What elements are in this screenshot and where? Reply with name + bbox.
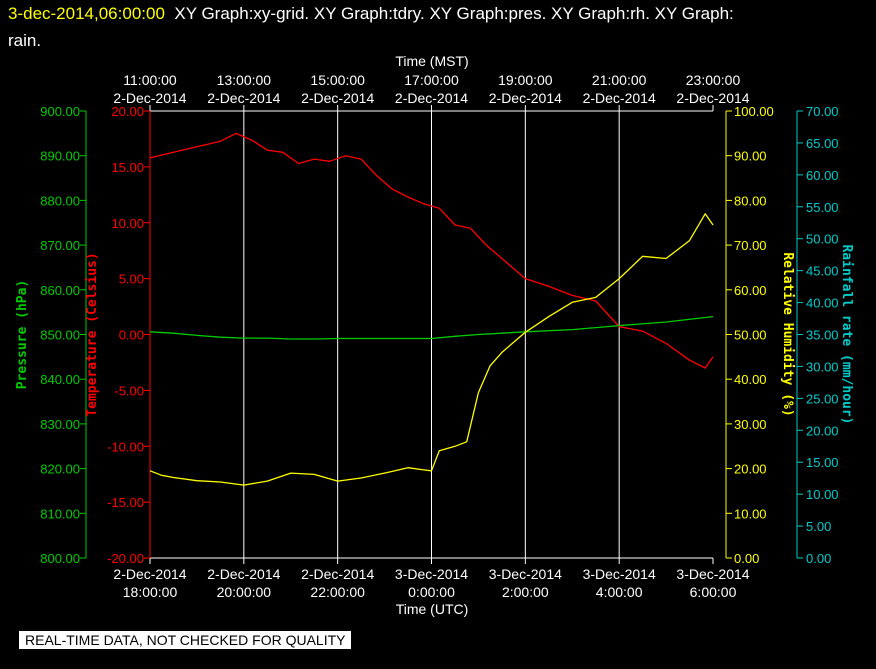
temperature-tick-label: 10.00 (111, 216, 144, 231)
humidity-series-line (149, 213, 714, 486)
top-axis-title: Time (MST) (395, 53, 468, 69)
top-tick-date: 2-Dec-2014 (301, 90, 374, 106)
humidity-tick-label: 90.00 (734, 149, 767, 164)
temperature-tick-label: 0.00 (119, 328, 144, 343)
temperature-tick-label: -5.00 (114, 383, 144, 398)
humidity-tick-label: 70.00 (734, 238, 767, 253)
temperature-tick-label: 20.00 (111, 104, 144, 119)
humidity-tick-label: 30.00 (734, 417, 767, 432)
pressure-tick-label: 830.00 (40, 417, 80, 432)
bottom-tick-time: 4:00:00 (596, 584, 643, 600)
pressure-tick-label: 850.00 (40, 328, 80, 343)
pressure-series-line (149, 315, 714, 340)
rainfall-tick-label: 45.00 (806, 264, 839, 279)
pressure-tick-label: 890.00 (40, 149, 80, 164)
bottom-tick-time: 22:00:00 (310, 584, 365, 600)
bottom-tick-time: 18:00:00 (123, 584, 178, 600)
bottom-tick-date: 2-Dec-2014 (207, 566, 280, 582)
rainfall-tick-label: 30.00 (806, 359, 839, 374)
graph-title-line-1: 3-dec-2014,06:00:00 XY Graph:xy-grid. XY… (8, 4, 734, 24)
pressure-tick-label: 900.00 (40, 104, 80, 119)
bottom-tick-date: 2-Dec-2014 (113, 566, 186, 582)
bottom-tick-time: 20:00:00 (217, 584, 272, 600)
rainfall-tick-label: 70.00 (806, 104, 839, 119)
bottom-tick-date: 3-Dec-2014 (489, 566, 562, 582)
rainfall-tick-label: 35.00 (806, 328, 839, 343)
rainfall-axis-title: Rainfall rate (mm/hour) (839, 244, 854, 424)
rainfall-tick-label: 25.00 (806, 391, 839, 406)
rainfall-tick-label: 50.00 (806, 232, 839, 247)
graph-list: XY Graph:xy-grid. XY Graph:tdry. XY Grap… (174, 4, 734, 23)
pressure-tick-label: 820.00 (40, 462, 80, 477)
pressure-tick-label: 800.00 (40, 551, 80, 566)
bottom-tick-date: 3-Dec-2014 (676, 566, 749, 582)
top-tick-time: 23:00:00 (686, 72, 741, 88)
graph-title-line-2: rain. (8, 31, 42, 50)
temperature-tick-label: 5.00 (119, 272, 144, 287)
rainfall-tick-label: 0.00 (806, 551, 831, 566)
humidity-axis-title: Relative Humidity (%) (780, 252, 795, 416)
rainfall-tick-label: 5.00 (806, 519, 831, 534)
rainfall-tick-label: 15.00 (806, 455, 839, 470)
rainfall-tick-label: 20.00 (806, 423, 839, 438)
temperature-tick-label: -15.00 (107, 495, 144, 510)
humidity-tick-label: 50.00 (734, 328, 767, 343)
humidity-tick-label: 0.00 (734, 551, 759, 566)
top-tick-date: 2-Dec-2014 (489, 90, 562, 106)
bottom-tick-time: 0:00:00 (408, 584, 455, 600)
top-tick-date: 2-Dec-2014 (207, 90, 280, 106)
rainfall-tick-label: 65.00 (806, 136, 839, 151)
temperature-axis-title: Temperature (Celsius) (85, 252, 100, 416)
humidity-tick-label: 10.00 (734, 506, 767, 521)
top-tick-date: 2-Dec-2014 (676, 90, 749, 106)
rainfall-tick-label: 55.00 (806, 200, 839, 215)
top-tick-time: 15:00:00 (310, 72, 365, 88)
pressure-tick-label: 870.00 (40, 238, 80, 253)
bottom-axis-title: Time (UTC) (396, 601, 469, 617)
pressure-tick-label: 810.00 (40, 506, 80, 521)
bottom-tick-date: 3-Dec-2014 (583, 566, 656, 582)
top-tick-date: 2-Dec-2014 (395, 90, 468, 106)
pressure-tick-label: 860.00 (40, 283, 80, 298)
humidity-tick-label: 60.00 (734, 283, 767, 298)
top-tick-time: 17:00:00 (404, 72, 459, 88)
humidity-tick-label: 20.00 (734, 462, 767, 477)
temperature-series-line (149, 132, 714, 369)
rainfall-tick-label: 10.00 (806, 487, 839, 502)
temperature-tick-label: 15.00 (111, 160, 144, 175)
pressure-tick-label: 840.00 (40, 372, 80, 387)
top-tick-date: 2-Dec-2014 (583, 90, 656, 106)
bottom-tick-time: 2:00:00 (502, 584, 549, 600)
top-tick-time: 19:00:00 (498, 72, 553, 88)
pressure-tick-label: 880.00 (40, 193, 80, 208)
temperature-tick-label: -20.00 (107, 551, 144, 566)
bottom-tick-time: 6:00:00 (690, 584, 737, 600)
bottom-tick-date: 2-Dec-2014 (301, 566, 374, 582)
quality-warning: REAL-TIME DATA, NOT CHECKED FOR QUALITY (19, 631, 352, 649)
pressure-axis-title: Pressure (hPa) (15, 280, 30, 390)
rainfall-tick-label: 60.00 (806, 168, 839, 183)
humidity-tick-label: 40.00 (734, 372, 767, 387)
top-tick-time: 21:00:00 (592, 72, 647, 88)
top-tick-date: 2-Dec-2014 (113, 90, 186, 106)
graph-timestamp: 3-dec-2014,06:00:00 (8, 4, 165, 23)
top-tick-time: 13:00:00 (217, 72, 272, 88)
temperature-tick-label: -10.00 (107, 439, 144, 454)
humidity-tick-label: 80.00 (734, 193, 767, 208)
top-tick-time: 11:00:00 (123, 72, 177, 88)
rainfall-tick-label: 40.00 (806, 296, 839, 311)
bottom-tick-date: 3-Dec-2014 (395, 566, 468, 582)
humidity-tick-label: 100.00 (734, 104, 774, 119)
